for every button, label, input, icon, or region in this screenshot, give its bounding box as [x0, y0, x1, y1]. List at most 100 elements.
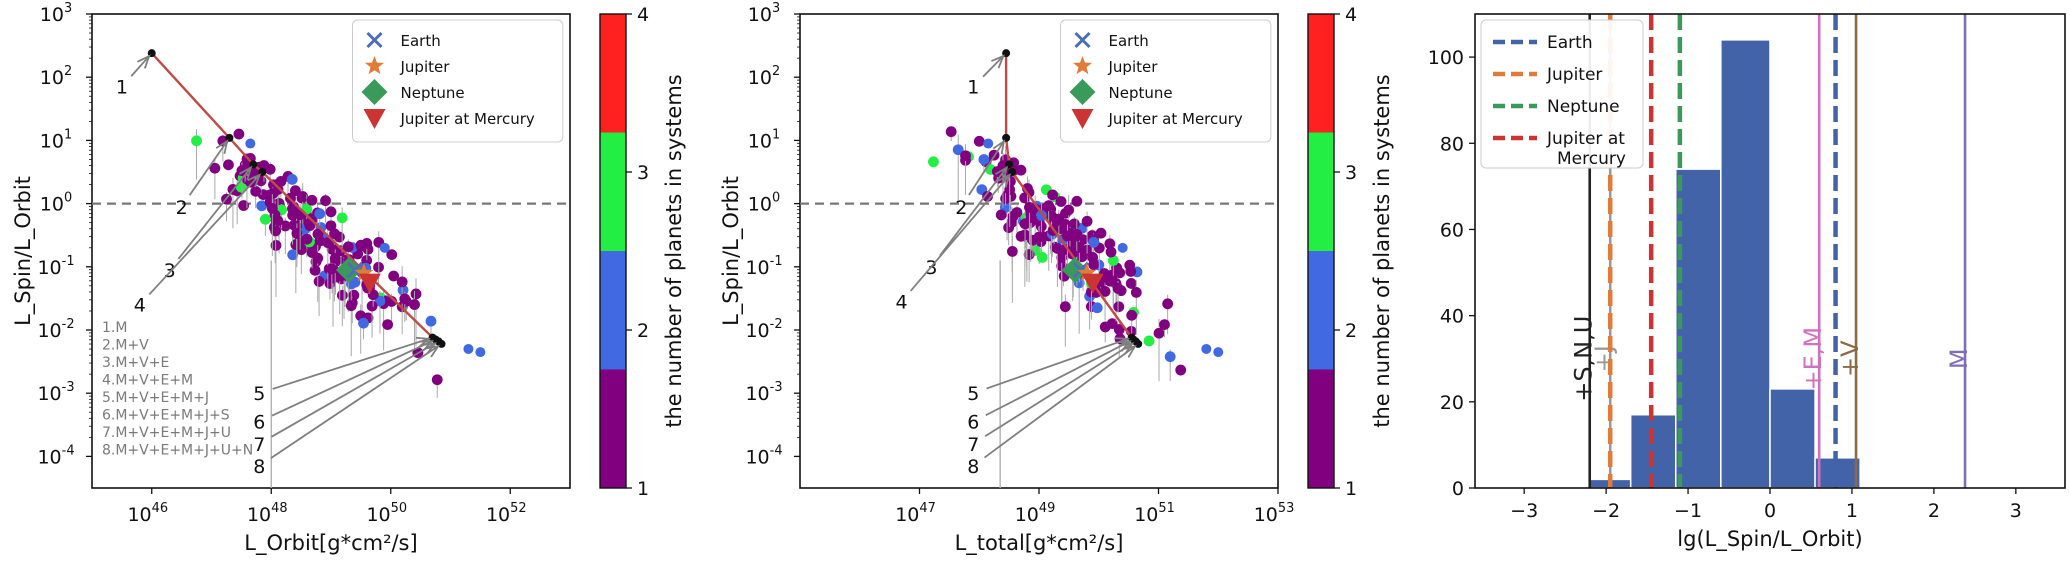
- annotation-arrowhead: [995, 165, 1009, 181]
- colorbar-tick-label: 4: [1345, 4, 1357, 26]
- system-point: [1006, 246, 1018, 257]
- system-point-outlier: [1201, 343, 1212, 354]
- colorbar-tick-label: 3: [637, 162, 649, 184]
- legend-label: Jupiter at Mercury: [400, 110, 535, 128]
- system-point: [358, 317, 369, 329]
- annotation-arrow: [982, 55, 1004, 78]
- system-point: [329, 253, 341, 264]
- system-point: [1003, 222, 1015, 233]
- system-point-outlier: [245, 138, 256, 149]
- system-point: [250, 185, 262, 197]
- system-point: [320, 195, 331, 207]
- system-point: [287, 249, 299, 261]
- system-point: [1105, 246, 1117, 258]
- system-point: [1052, 243, 1063, 254]
- legend-label: Earth: [1109, 32, 1149, 50]
- y-axis-label: L_Spin/L_Orbit: [719, 176, 744, 326]
- system-point: [1113, 301, 1125, 313]
- annotation-arrow: [188, 140, 228, 196]
- system-point: [345, 300, 357, 312]
- y-tick-label: 100: [40, 191, 72, 216]
- annotation-number: 5: [967, 383, 979, 405]
- system-point: [1112, 283, 1124, 294]
- y-axis-label: L_Spin/L_Orbit: [11, 176, 36, 326]
- system-point: [1015, 164, 1027, 176]
- legend-label: Jupiter at Mercury: [1108, 110, 1243, 128]
- y-tick-label: 40: [1440, 306, 1464, 328]
- system-point: [425, 315, 437, 327]
- annotation-arrow: [986, 338, 1129, 390]
- system-point: [397, 284, 409, 296]
- annotation-arrow: [939, 167, 1008, 257]
- colorbar-frame: [1307, 13, 1335, 489]
- y-tick-label: 0: [1452, 478, 1464, 500]
- system-point: [238, 200, 249, 211]
- colorbar-segment: [1308, 251, 1334, 370]
- neptune-marker: [361, 79, 388, 105]
- neptune-marker: [1061, 256, 1088, 283]
- x-axis-label: L_Orbit[g*cm²/s]: [244, 531, 417, 556]
- annotation-number: 4: [134, 295, 146, 317]
- annotation-arrowhead: [247, 173, 262, 188]
- colorbar-frame: [599, 13, 627, 489]
- system-point: [306, 194, 318, 206]
- combination-key: 1.M: [102, 320, 127, 336]
- x-tick-label: 2: [1928, 500, 1940, 522]
- system-point: [209, 162, 221, 174]
- annotation-arrow: [985, 340, 1131, 417]
- y-tick-label: 102: [40, 64, 72, 89]
- system-point: [267, 188, 279, 200]
- histogram-bar: [1720, 39, 1771, 489]
- solar-system-point: [225, 133, 234, 142]
- system-point: [982, 191, 993, 202]
- colorbar-segment: [1308, 132, 1334, 251]
- system-point: [1159, 319, 1170, 330]
- system-point: [1153, 327, 1165, 339]
- annotation-arrow: [130, 55, 150, 77]
- colorbar-tick-label: 2: [1345, 320, 1357, 342]
- system-point-outlier: [475, 347, 486, 358]
- jupiter-marker: [365, 56, 384, 75]
- system-point: [326, 263, 338, 275]
- system-point: [396, 276, 408, 288]
- legend-box: [1060, 19, 1272, 143]
- system-point: [1126, 309, 1138, 321]
- annotation-arrowhead: [991, 54, 1005, 69]
- system-point: [945, 126, 957, 138]
- annotation-arrow: [148, 174, 261, 296]
- system-point: [309, 264, 321, 276]
- y-tick-label: 101: [40, 127, 72, 152]
- system-point: [399, 293, 411, 305]
- combination-key: 3.M+V+E: [102, 355, 169, 371]
- x-tick-label: 1052: [486, 501, 527, 526]
- x-tick-label: 1048: [247, 501, 288, 526]
- legend-label: Neptune: [1109, 84, 1173, 102]
- system-point: [314, 208, 326, 220]
- system-point: [306, 247, 318, 259]
- annotation-arrow: [177, 166, 252, 260]
- system-point: [1164, 351, 1176, 363]
- colorbar-segment: [600, 14, 626, 133]
- legend-box: [1480, 19, 1644, 169]
- system-point: [1104, 275, 1116, 287]
- legend-label: Jupiter at Mercury: [1546, 129, 1626, 169]
- colorbar-segment: [1308, 369, 1334, 488]
- y-tick-label: 10-3: [745, 380, 782, 405]
- annotation-arrow: [271, 340, 433, 417]
- y-tick-label: 101: [748, 127, 780, 152]
- system-point: [286, 174, 298, 185]
- annotation-number: 7: [253, 434, 265, 456]
- jupiter-mercury-marker: [1081, 273, 1104, 294]
- solar-system-point: [437, 339, 446, 348]
- jupiter-mercury-marker: [1071, 109, 1094, 129]
- system-point: [1025, 212, 1037, 223]
- system-point: [313, 276, 325, 287]
- system-point: [1113, 324, 1125, 335]
- annotation-arrowhead: [1122, 344, 1137, 358]
- system-point: [1007, 210, 1019, 222]
- system-point: [336, 289, 348, 301]
- system-point: [235, 181, 247, 193]
- system-point: [266, 202, 278, 214]
- system-point: [1125, 266, 1137, 277]
